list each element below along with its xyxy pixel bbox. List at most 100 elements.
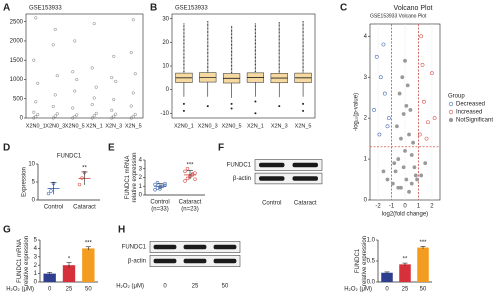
point xyxy=(372,108,376,112)
lane-label: 0 xyxy=(163,284,167,290)
point xyxy=(417,132,422,137)
blot-row-label: β-actin xyxy=(128,259,146,265)
point xyxy=(73,39,77,43)
y-tick-label: 1.0 xyxy=(367,238,376,244)
x-tick-label: X2N_1 xyxy=(247,123,264,129)
x-tick-label: -1 xyxy=(389,204,395,210)
point xyxy=(404,103,409,108)
x-tick-label: Control xyxy=(150,200,169,206)
point xyxy=(153,188,157,192)
legend-marker xyxy=(448,101,454,107)
point xyxy=(183,169,187,174)
point xyxy=(34,16,38,20)
x-tick-label: X2N0_1 xyxy=(26,123,46,129)
point xyxy=(185,167,190,171)
x-tick-label: X2N_5 xyxy=(125,123,142,129)
y-tick-label: 0.0 xyxy=(367,280,376,286)
point xyxy=(112,54,116,58)
point xyxy=(377,132,382,137)
y-tick-label: 1 xyxy=(364,157,368,163)
outlier xyxy=(254,112,257,115)
panel-letter: D xyxy=(3,143,10,154)
y-tick-label: 5 xyxy=(32,180,36,186)
point xyxy=(421,99,426,104)
y-axis-label: FUNDC1 xyxy=(355,248,361,273)
blot-row-label: β-actin xyxy=(233,176,251,182)
point xyxy=(131,91,135,95)
point xyxy=(46,191,51,196)
point xyxy=(420,63,425,67)
point xyxy=(92,22,96,26)
point xyxy=(129,104,133,108)
x-tick-sublabel: (n=23) xyxy=(181,207,199,213)
outlier xyxy=(206,105,209,108)
point xyxy=(55,74,59,78)
y-tick-label: 3 xyxy=(364,75,368,81)
panel-letter: E xyxy=(108,143,115,154)
annotation: ** xyxy=(82,165,87,171)
point xyxy=(419,34,424,39)
blot-band xyxy=(153,258,177,264)
x-axis-label: H₂O₂ (μM) xyxy=(116,284,144,290)
point xyxy=(133,72,137,76)
panel-letter: G xyxy=(3,225,11,236)
bar xyxy=(62,265,76,282)
blot-band xyxy=(292,176,318,181)
point xyxy=(92,114,96,118)
y-tick-label: 0.5 xyxy=(367,259,376,265)
point xyxy=(36,81,40,85)
point xyxy=(401,165,406,170)
x-tick-label: X2N0_3 xyxy=(198,123,218,129)
point xyxy=(55,112,59,116)
point xyxy=(408,108,413,112)
point xyxy=(419,173,424,178)
chart-title: GSE153933 xyxy=(29,6,62,12)
blot-row-label: FUNDC1 xyxy=(227,163,252,169)
panel-letter: B xyxy=(150,3,157,14)
point xyxy=(407,132,411,137)
point xyxy=(32,116,36,120)
point xyxy=(110,76,114,80)
point xyxy=(110,108,114,112)
point xyxy=(432,116,437,121)
chart-title: FUNDC1 xyxy=(57,154,82,160)
point xyxy=(382,91,387,96)
blot-band xyxy=(183,244,207,250)
y-tick-label: 0 xyxy=(364,198,368,204)
outlier xyxy=(302,109,305,112)
point xyxy=(94,111,98,115)
point xyxy=(415,177,420,182)
y-tick-label: 20 xyxy=(162,40,169,46)
point xyxy=(90,116,94,120)
point xyxy=(430,71,434,76)
point xyxy=(190,172,195,176)
point xyxy=(112,114,116,118)
y-tick-label: 2 xyxy=(364,116,368,122)
x-tick-label: X2N0_5 xyxy=(65,123,85,129)
blot-band xyxy=(292,162,318,168)
point xyxy=(131,18,135,22)
panel-letter: C xyxy=(340,3,347,14)
bar xyxy=(399,264,411,282)
y-axis-label: relative expression xyxy=(24,236,30,286)
y-axis-label: FUNDC1 mRNA xyxy=(17,239,23,283)
lane-label: Control xyxy=(262,201,281,207)
point xyxy=(34,114,38,119)
bar xyxy=(417,247,429,282)
point xyxy=(378,75,383,80)
point xyxy=(32,110,36,114)
point xyxy=(133,112,137,117)
y-tick-label: 0 xyxy=(139,193,143,199)
point xyxy=(185,176,190,181)
point xyxy=(112,97,116,102)
point xyxy=(407,189,411,194)
point xyxy=(163,181,167,186)
plot-frame xyxy=(171,13,316,119)
point xyxy=(51,116,55,120)
point xyxy=(77,182,82,187)
point xyxy=(412,165,417,170)
x-tick-label: 2 xyxy=(430,204,434,210)
x-axis-label: H₂O₂ (μM) xyxy=(6,287,34,293)
x-tick-label: X2N0_5 xyxy=(222,123,242,129)
point xyxy=(53,27,57,31)
